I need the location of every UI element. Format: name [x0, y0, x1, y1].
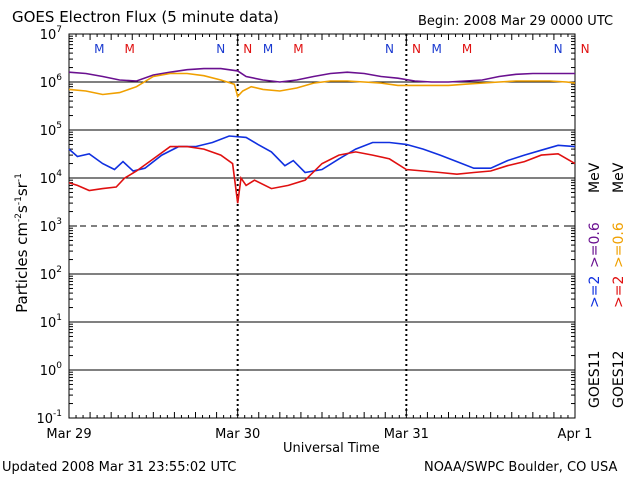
legend-unit-goes11: MeV [587, 162, 603, 193]
orbit-marker: N [412, 42, 421, 56]
y-tick-label: 106 [40, 73, 63, 91]
chart-title: GOES Electron Flux (5 minute data) [12, 8, 279, 26]
orbit-marker: M [125, 42, 135, 56]
series-goes11_ge2 [68, 135, 576, 174]
orbit-marker: M [293, 42, 303, 56]
y-axis-label: Particles cm-2s-1sr-1 [13, 173, 31, 313]
x-tick-label: Mar 31 [384, 427, 429, 442]
x-tick-label: Mar 30 [215, 427, 260, 442]
x-tick-label: Mar 29 [46, 427, 91, 442]
legend-goes12-ge06: >=0.6 [611, 222, 627, 268]
orbit-marker: N [554, 42, 563, 56]
updated-timestamp: Updated 2008 Mar 31 23:55:02 UTC [2, 460, 237, 475]
legend-goes11-ge06: >=0.6 [587, 222, 603, 268]
orbit-marker: N [385, 42, 394, 56]
y-tick-label: 103 [40, 217, 62, 235]
series-goes12_ge2 [68, 145, 576, 204]
orbit-marker: N [216, 42, 225, 56]
legend-goes12-ge2: >=2 [611, 275, 627, 308]
begin-time: Begin: 2008 Mar 29 0000 UTC [418, 14, 614, 29]
series-goes12_ge06 [68, 72, 576, 98]
orbit-marker: M [432, 42, 442, 56]
x-tick-label: Apr 1 [558, 427, 593, 442]
orbit-marker: M [462, 42, 472, 56]
y-tick-label: 102 [40, 265, 62, 283]
y-tick-label: 101 [40, 313, 62, 331]
series-goes11_ge06 [68, 67, 575, 83]
orbit-marker: M [94, 42, 104, 56]
credit-line: NOAA/SWPC Boulder, CO USA [424, 460, 618, 475]
legend-unit-goes12: MeV [611, 162, 627, 193]
legend-goes11-ge2: >=2 [587, 275, 603, 308]
y-tick-label: 104 [40, 169, 63, 187]
legend-goes11: GOES11 [587, 350, 603, 408]
y-tick-label: 107 [40, 25, 62, 43]
y-tick-label: 10-1 [36, 409, 62, 427]
orbit-marker: M [263, 42, 273, 56]
y-tick-label: 105 [40, 121, 62, 139]
orbit-marker: N [243, 42, 252, 56]
x-axis-label: Universal Time [283, 441, 380, 456]
legend-goes12: GOES12 [611, 350, 627, 408]
orbit-marker: N [581, 42, 590, 56]
y-tick-label: 100 [40, 361, 63, 379]
